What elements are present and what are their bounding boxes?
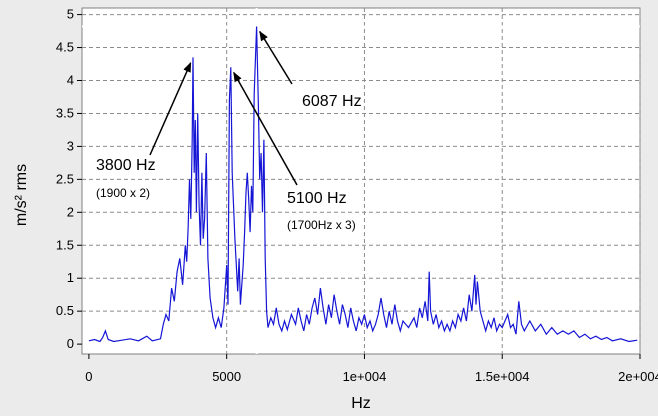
x-tick-label: 1e+004 [343,369,387,384]
annotation-sublabel: (1700Hz x 3) [287,218,356,232]
y-tick-label: 5 [67,7,74,22]
annotation-label: 3800 Hz [96,157,156,174]
annotation-sublabel: (1900 x 2) [96,186,150,200]
y-tick-label: 3 [67,138,74,153]
series-line [88,26,638,343]
y-tick-label: 0 [67,336,74,351]
x-tick-label: 0 [85,369,92,384]
annotations: 6087 Hz 3800 Hz (1900 x 2) 5100 Hz (1700Hz x… [96,30,362,232]
x-tick-label: 1.5e+004 [475,369,530,384]
y-tick-label: 2.5 [56,171,74,186]
x-tick-label: 5000 [212,369,241,384]
annotation-arrow [149,62,192,156]
y-tick-label: 4.5 [56,40,74,55]
y-axis-title: m/s² rms [13,164,30,226]
annotation-label: 5100 Hz [287,190,347,207]
y-tick-label: 0.5 [56,303,74,318]
tick-labels: 0 0.5 1 1.5 2 2.5 3 3.5 4 4.5 5 0 5000 1e+004 1.5e+004… [56,7,658,384]
grid [82,8,641,354]
annotation-arrow [259,30,293,85]
y-tick-label: 4 [67,72,74,87]
plot-area [81,7,641,355]
annotation-label: 6087 Hz [302,93,362,110]
annotation-arrow [233,71,298,186]
y-tick-label: 3.5 [56,105,74,120]
x-tick-label: 2e+004 [618,369,658,384]
x-axis-title: Hz [351,395,371,412]
y-tick-label: 1 [67,270,74,285]
y-tick-label: 1.5 [56,237,74,252]
y-tick-label: 2 [67,204,74,219]
